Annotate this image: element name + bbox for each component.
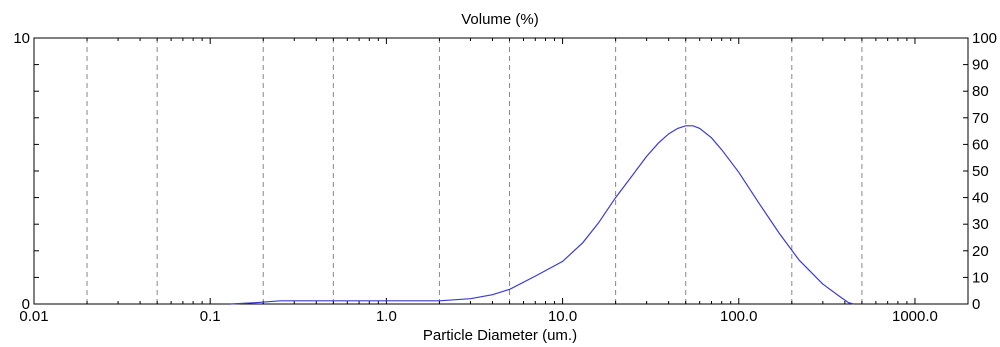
series-group — [230, 125, 855, 305]
y-right-tick-label: 0 — [972, 296, 980, 313]
plot-area-frame — [33, 37, 969, 305]
chart-title: Volume (%) — [461, 11, 539, 28]
x-tick-label: 1000.0 — [892, 308, 938, 325]
y-right-tick-label: 40 — [972, 190, 989, 207]
x-tick-labels: 0.01 0.1 1.0 10.0 100.0 1000.0 — [19, 308, 938, 325]
grid-lines — [86, 38, 863, 304]
y-right-tick-label: 50 — [972, 163, 989, 180]
y-left-tick-label: 0 — [22, 296, 30, 313]
y-right-tick-label: 30 — [972, 216, 989, 233]
x-tick-label: 0.01 — [19, 308, 48, 325]
series-line — [230, 125, 855, 305]
x-axis-label: Particle Diameter (um.) — [423, 327, 577, 344]
y-right-tick-label: 20 — [972, 243, 989, 260]
y-right-tick-label: 70 — [972, 110, 989, 127]
y-right-tick-label: 80 — [972, 83, 989, 100]
y-right-tick-label: 60 — [972, 136, 989, 153]
y-right-tick-label: 10 — [972, 269, 989, 286]
x-tick-label: 100.0 — [720, 308, 758, 325]
y-right-tick-label: 100 — [972, 30, 997, 47]
y-right-tick-label: 90 — [972, 57, 989, 74]
y-left-tick-label: 10 — [13, 30, 30, 47]
x-tick-label: 10.0 — [548, 308, 577, 325]
x-tick-label: 0.1 — [200, 308, 221, 325]
x-tick-label: 1.0 — [376, 308, 397, 325]
y-right-tick-labels: 0 10 20 30 40 50 60 70 80 90 100 — [972, 30, 997, 313]
axis-ticks — [33, 37, 969, 305]
y-left-tick-labels: 0 10 — [13, 30, 30, 313]
